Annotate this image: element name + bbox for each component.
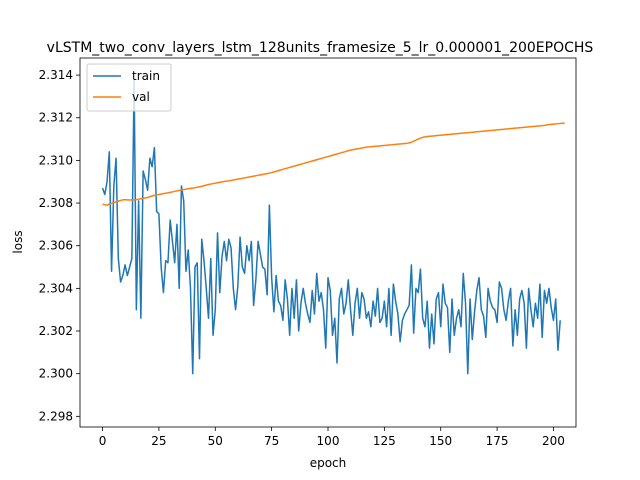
- y-axis-ticks: 2.298 2.300 2.302 2.304 2.306 2.308 2.310 2.312…: [39, 68, 80, 423]
- x-tick-label: 200: [542, 434, 565, 448]
- y-tick-label: 2.304: [39, 281, 73, 295]
- x-tick-label: 150: [429, 434, 452, 448]
- x-tick-label: 75: [264, 434, 279, 448]
- y-tick-label: 2.298: [39, 409, 73, 423]
- series-layer: [101, 78, 565, 375]
- legend: train val: [86, 63, 172, 112]
- y-tick-label: 2.314: [39, 68, 73, 82]
- y-tick-label: 2.300: [39, 367, 73, 381]
- legend-label-train: train: [132, 69, 160, 83]
- x-axis-ticks: 0 25 50 75 100 125 150 175 200: [99, 427, 565, 448]
- x-tick-label: 0: [99, 434, 107, 448]
- series-line-train: [101, 78, 561, 375]
- y-tick-label: 2.308: [39, 196, 73, 210]
- plot-area: [79, 57, 577, 428]
- axes-background: [80, 58, 576, 427]
- y-tick-label: 2.302: [39, 324, 73, 338]
- legend-label-val: val: [132, 90, 150, 104]
- y-axis-label: loss: [11, 230, 25, 253]
- y-tick-label: 2.310: [39, 153, 73, 167]
- y-tick-label: 2.312: [39, 111, 73, 125]
- series-line-val: [102, 122, 565, 206]
- x-tick-label: 175: [486, 434, 509, 448]
- x-axis-label: epoch: [310, 456, 347, 470]
- x-tick-label: 125: [373, 434, 396, 448]
- y-tick-label: 2.306: [39, 239, 73, 253]
- x-tick-label: 100: [317, 434, 340, 448]
- x-tick-label: 50: [208, 434, 223, 448]
- chart-title: vLSTM_two_conv_layers_lstm_128units_fram…: [47, 40, 594, 56]
- x-tick-label: 25: [151, 434, 166, 448]
